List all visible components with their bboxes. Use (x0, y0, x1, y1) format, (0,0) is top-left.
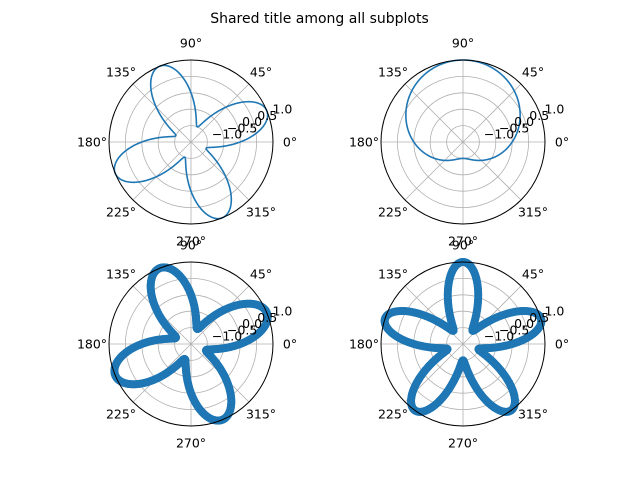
theta-tick-label: 270° (176, 234, 206, 249)
theta-tick-label: 180° (349, 135, 379, 150)
r-tick-label: −0.5 (499, 322, 529, 337)
polar-subplot-top-right: 0° 45° 90° 135° 180° 225° 270° 315° −1.0−0.50.00… (349, 36, 569, 249)
angular-gridline (190, 83, 250, 143)
theta-tick-label: 45° (522, 266, 544, 281)
scatter-point (506, 340, 515, 349)
polar-spine (108, 261, 274, 427)
theta-tick-label: 180° (77, 337, 107, 352)
r-tick-label: 1.0 (272, 102, 292, 117)
angular-gridline (462, 141, 522, 201)
angular-gridline (462, 83, 522, 143)
theta-tick-label: 45° (250, 64, 272, 79)
r-tick-label: 0.0 (514, 114, 534, 129)
theta-tick-label: 225° (106, 205, 136, 220)
polar-spine (380, 59, 546, 225)
r-tick-label: 1.0 (272, 304, 292, 319)
scatter-point (235, 340, 244, 349)
theta-tick-label: 270° (448, 436, 478, 451)
r-tick-label: −0.5 (227, 120, 257, 135)
angular-gridline (132, 141, 192, 201)
theta-tick-label: 0° (283, 337, 297, 352)
theta-tick-label: 0° (283, 135, 297, 150)
r-tick-label: 0.5 (529, 108, 549, 123)
r-tick-label: 0.5 (257, 108, 277, 123)
polar-spine (108, 59, 274, 225)
r-tick-label: 0.0 (514, 316, 534, 331)
polar-spine (380, 261, 546, 427)
polar-subplot-bottom-right: 0° 45° 90° 135° 180° 225° 270° 315° −1.0−0.50.00… (349, 238, 569, 451)
theta-tick-label: 225° (106, 407, 136, 422)
polar-subplot-top-left: 0° 45° 90° 135° 180° 225° 270° 315° −1.0−0.50.00… (77, 36, 297, 249)
r-tick-label: −0.5 (227, 322, 257, 337)
theta-tick-label: 315° (246, 407, 276, 422)
theta-tick-label: 0° (555, 337, 569, 352)
angular-gridline (404, 141, 464, 201)
theta-tick-label: 45° (522, 64, 544, 79)
angular-gridline (190, 141, 250, 201)
r-tick-label: −1.0 (484, 127, 514, 142)
r-tick-label: 0.0 (242, 114, 262, 129)
series-line (405, 59, 521, 162)
theta-tick-label: 270° (176, 436, 206, 451)
theta-tick-label: 90° (452, 36, 474, 51)
r-tick-label: 0.0 (242, 316, 262, 331)
r-tick-label: 1.0 (544, 304, 564, 319)
r-tick-label: −1.0 (212, 127, 242, 142)
r-tick-label: 1.0 (544, 102, 564, 117)
r-tick-label: −1.0 (212, 329, 242, 344)
theta-tick-label: 225° (378, 205, 408, 220)
theta-tick-label: 0° (555, 135, 569, 150)
theta-tick-label: 315° (246, 205, 276, 220)
theta-tick-label: 135° (378, 64, 408, 79)
theta-tick-label: 180° (349, 337, 379, 352)
r-tick-label: −0.5 (499, 120, 529, 135)
theta-tick-label: 315° (518, 407, 548, 422)
theta-tick-label: 135° (106, 266, 136, 281)
r-tick-label: 0.5 (257, 310, 277, 325)
theta-tick-label: 45° (250, 266, 272, 281)
theta-tick-label: 270° (448, 234, 478, 249)
angular-gridline (132, 83, 192, 143)
theta-tick-label: 180° (77, 135, 107, 150)
theta-tick-label: 225° (378, 407, 408, 422)
theta-tick-label: 135° (106, 64, 136, 79)
theta-tick-label: 90° (180, 36, 202, 51)
polar-subplot-bottom-left: 0° 45° 90° 135° 180° 225° 270° 315° −1.0−0.50.00… (77, 238, 297, 451)
theta-tick-label: 315° (518, 205, 548, 220)
r-tick-label: −1.0 (484, 329, 514, 344)
series-line (113, 64, 269, 220)
theta-tick-label: 135° (378, 266, 408, 281)
theta-tick-label: 90° (180, 238, 202, 253)
suptitle: Shared title among all subplots (210, 11, 429, 27)
angular-gridline (404, 83, 464, 143)
theta-tick-label: 90° (452, 238, 474, 253)
r-tick-label: 0.5 (529, 310, 549, 325)
